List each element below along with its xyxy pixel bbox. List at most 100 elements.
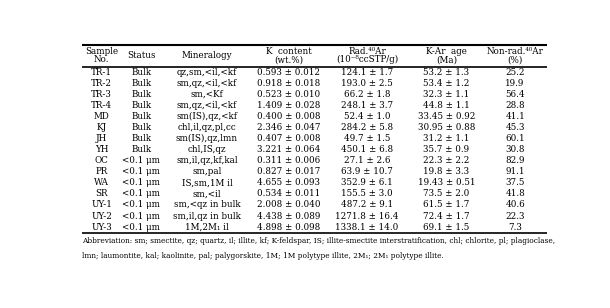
Text: 4.898 ± 0.098: 4.898 ± 0.098 xyxy=(257,223,320,232)
Text: sm,pal: sm,pal xyxy=(192,167,221,176)
Text: sm,<il: sm,<il xyxy=(193,189,221,198)
Text: Bulk: Bulk xyxy=(131,79,151,88)
Text: qz,sm,<il,<kf: qz,sm,<il,<kf xyxy=(177,68,237,77)
Text: 0.827 ± 0.017: 0.827 ± 0.017 xyxy=(257,167,320,176)
Text: 28.8: 28.8 xyxy=(505,101,525,110)
Text: 7.3: 7.3 xyxy=(508,223,522,232)
Text: 0.918 ± 0.018: 0.918 ± 0.018 xyxy=(257,79,320,88)
Text: 73.5 ± 2.0: 73.5 ± 2.0 xyxy=(423,189,470,198)
Text: 3.221 ± 0.064: 3.221 ± 0.064 xyxy=(257,145,320,154)
Text: sm,il,qz in bulk: sm,il,qz in bulk xyxy=(173,212,241,221)
Text: TR-2: TR-2 xyxy=(91,79,112,88)
Text: 53.2 ± 1.3: 53.2 ± 1.3 xyxy=(423,68,470,77)
Text: (%): (%) xyxy=(508,55,523,64)
Text: K  content: K content xyxy=(266,47,312,56)
Text: <0.1 μm: <0.1 μm xyxy=(122,156,160,165)
Text: 0.534 ± 0.011: 0.534 ± 0.011 xyxy=(257,189,320,198)
Text: (Ma): (Ma) xyxy=(436,55,457,64)
Text: 72.4 ± 1.7: 72.4 ± 1.7 xyxy=(423,212,470,221)
Text: Bulk: Bulk xyxy=(131,112,151,121)
Text: 63.9 ± 10.7: 63.9 ± 10.7 xyxy=(341,167,393,176)
Text: lmn; laumontite, kal; kaolinite, pal; palygorskite, 1M; 1M polytype illite, 2M₁;: lmn; laumontite, kal; kaolinite, pal; pa… xyxy=(82,252,444,260)
Text: Bulk: Bulk xyxy=(131,134,151,143)
Text: 91.1: 91.1 xyxy=(505,167,525,176)
Text: 0.311 ± 0.006: 0.311 ± 0.006 xyxy=(257,156,320,165)
Text: sm(IS),qz,<kf: sm(IS),qz,<kf xyxy=(176,112,237,121)
Text: 49.7 ± 1.5: 49.7 ± 1.5 xyxy=(344,134,390,143)
Text: Sample: Sample xyxy=(85,47,118,56)
Text: sm,qz,<il,<kf: sm,qz,<il,<kf xyxy=(177,101,237,110)
Text: 19.9: 19.9 xyxy=(506,79,525,88)
Text: <0.1 μm: <0.1 μm xyxy=(122,223,160,232)
Text: 30.8: 30.8 xyxy=(505,145,525,154)
Text: Bulk: Bulk xyxy=(131,123,151,132)
Text: Rad.⁴⁰Ar: Rad.⁴⁰Ar xyxy=(348,47,386,56)
Text: 1M,2M₁ il: 1M,2M₁ il xyxy=(185,223,229,232)
Text: 450.1 ± 6.8: 450.1 ± 6.8 xyxy=(341,145,393,154)
Text: UY-2: UY-2 xyxy=(92,212,112,221)
Text: 22.3 ± 2.2: 22.3 ± 2.2 xyxy=(423,156,470,165)
Text: No.: No. xyxy=(94,55,109,64)
Text: 61.5 ± 1.7: 61.5 ± 1.7 xyxy=(423,201,470,209)
Text: 2.008 ± 0.040: 2.008 ± 0.040 xyxy=(257,201,320,209)
Text: IS,sm,1M il: IS,sm,1M il xyxy=(182,178,232,187)
Text: Mineralogy: Mineralogy xyxy=(182,51,232,60)
Text: 45.3: 45.3 xyxy=(505,123,525,132)
Text: 0.407 ± 0.008: 0.407 ± 0.008 xyxy=(257,134,320,143)
Text: 44.8 ± 1.1: 44.8 ± 1.1 xyxy=(423,101,470,110)
Text: <0.1 μm: <0.1 μm xyxy=(122,212,160,221)
Text: 53.4 ± 1.2: 53.4 ± 1.2 xyxy=(423,79,470,88)
Text: 19.8 ± 3.3: 19.8 ± 3.3 xyxy=(423,167,470,176)
Text: 27.1 ± 2.6: 27.1 ± 2.6 xyxy=(343,156,390,165)
Text: 487.2 ± 9.1: 487.2 ± 9.1 xyxy=(341,201,393,209)
Text: 60.1: 60.1 xyxy=(505,134,525,143)
Text: WA: WA xyxy=(94,178,109,187)
Text: Bulk: Bulk xyxy=(131,101,151,110)
Text: 56.4: 56.4 xyxy=(505,90,525,99)
Text: JH: JH xyxy=(96,134,107,143)
Text: KJ: KJ xyxy=(96,123,107,132)
Text: 41.8: 41.8 xyxy=(505,189,525,198)
Text: 69.1 ± 1.5: 69.1 ± 1.5 xyxy=(423,223,470,232)
Text: 37.5: 37.5 xyxy=(506,178,525,187)
Text: Bulk: Bulk xyxy=(131,90,151,99)
Text: (wt.%): (wt.%) xyxy=(274,55,303,64)
Text: 1338.1 ± 14.0: 1338.1 ± 14.0 xyxy=(336,223,398,232)
Text: K-Ar  age: K-Ar age xyxy=(426,47,467,56)
Text: sm,qz,<il,<kf: sm,qz,<il,<kf xyxy=(177,79,237,88)
Text: <0.1 μm: <0.1 μm xyxy=(122,189,160,198)
Text: <0.1 μm: <0.1 μm xyxy=(122,201,160,209)
Text: 52.4 ± 1.0: 52.4 ± 1.0 xyxy=(343,112,390,121)
Text: TR-1: TR-1 xyxy=(91,68,112,77)
Text: 0.523 ± 0.010: 0.523 ± 0.010 xyxy=(257,90,320,99)
Text: TR-4: TR-4 xyxy=(91,101,112,110)
Text: 2.346 ± 0.047: 2.346 ± 0.047 xyxy=(257,123,320,132)
Text: chl,IS,qz: chl,IS,qz xyxy=(188,145,226,154)
Text: 41.1: 41.1 xyxy=(505,112,525,121)
Text: 19.43 ± 0.51: 19.43 ± 0.51 xyxy=(418,178,475,187)
Text: (10⁻⁸ccSTP/g): (10⁻⁸ccSTP/g) xyxy=(336,55,398,64)
Text: 22.3: 22.3 xyxy=(505,212,525,221)
Text: 1271.8 ± 16.4: 1271.8 ± 16.4 xyxy=(336,212,399,221)
Text: 352.9 ± 6.1: 352.9 ± 6.1 xyxy=(341,178,393,187)
Text: 35.7 ± 0.9: 35.7 ± 0.9 xyxy=(423,145,470,154)
Text: UY-1: UY-1 xyxy=(92,201,112,209)
Text: <0.1 μm: <0.1 μm xyxy=(122,167,160,176)
Text: <0.1 μm: <0.1 μm xyxy=(122,178,160,187)
Text: Bulk: Bulk xyxy=(131,68,151,77)
Text: 155.5 ± 3.0: 155.5 ± 3.0 xyxy=(341,189,393,198)
Text: 248.1 ± 3.7: 248.1 ± 3.7 xyxy=(341,101,393,110)
Text: 124.1 ± 1.7: 124.1 ± 1.7 xyxy=(341,68,393,77)
Text: 66.2 ± 1.8: 66.2 ± 1.8 xyxy=(343,90,390,99)
Text: 33.45 ± 0.92: 33.45 ± 0.92 xyxy=(418,112,475,121)
Text: Bulk: Bulk xyxy=(131,145,151,154)
Text: sm,<qz in bulk: sm,<qz in bulk xyxy=(174,201,240,209)
Text: UY-3: UY-3 xyxy=(92,223,112,232)
Text: 82.9: 82.9 xyxy=(505,156,525,165)
Text: Status: Status xyxy=(127,51,156,60)
Text: 284.2 ± 5.8: 284.2 ± 5.8 xyxy=(341,123,393,132)
Text: 193.0 ± 2.5: 193.0 ± 2.5 xyxy=(341,79,393,88)
Text: TR-3: TR-3 xyxy=(92,90,112,99)
Text: 25.2: 25.2 xyxy=(505,68,525,77)
Text: 4.655 ± 0.093: 4.655 ± 0.093 xyxy=(257,178,320,187)
